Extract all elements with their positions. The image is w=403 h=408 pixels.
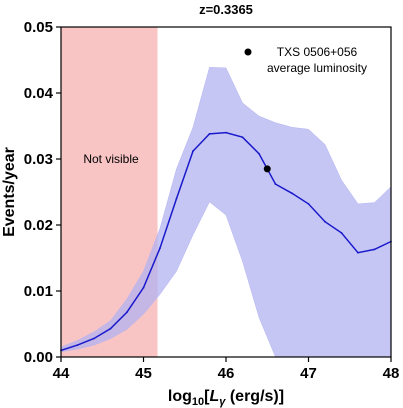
- x-tick-label: 44: [53, 365, 70, 382]
- line-point: [291, 192, 293, 195]
- line-point: [241, 136, 244, 139]
- line-point: [307, 202, 310, 205]
- line-point: [340, 232, 343, 234]
- y-tick-label: 0.01: [24, 283, 53, 300]
- y-axis-label: Events/year: [1, 147, 18, 237]
- line-points: [60, 131, 392, 352]
- line-point: [192, 150, 194, 152]
- legend-label-line2: average luminosity: [267, 61, 367, 75]
- x-axis-label-sub: 10: [192, 396, 204, 408]
- y-tick-label: 0.03: [24, 151, 53, 168]
- plot-area: [60, 27, 392, 358]
- y-tick-label: 0.02: [24, 217, 53, 234]
- x-axis-label: log10[Lγ (erg/s)]: [168, 388, 284, 408]
- x-axis-label-unit: (erg/s)]: [225, 388, 284, 405]
- x-tick-label: 47: [300, 365, 317, 382]
- legend: TXS 0506+056 average luminosity: [244, 45, 367, 75]
- line-point: [142, 286, 145, 289]
- line-point: [373, 248, 376, 251]
- line-point: [126, 311, 128, 314]
- line-point: [175, 197, 178, 200]
- line-point: [93, 337, 95, 340]
- y-tick-label: 0.05: [24, 19, 53, 36]
- txs-average-luminosity-point: [263, 165, 271, 173]
- line-point: [324, 220, 326, 223]
- not-visible-label: Not visible: [83, 152, 139, 166]
- y-axis: 0.00 0.01 0.02 0.03 0.04 0.05: [24, 19, 61, 366]
- line-point: [159, 247, 161, 250]
- y-tick-label: 0.00: [24, 349, 53, 366]
- line-point: [76, 344, 79, 347]
- x-axis: 44 45 46 47 48: [53, 357, 400, 382]
- legend-marker: [244, 48, 252, 56]
- x-axis-label-bracket: [: [204, 388, 210, 405]
- line-point: [258, 152, 260, 155]
- x-axis-label-var-sub: γ: [219, 396, 226, 408]
- line-point: [208, 133, 211, 135]
- x-axis-label-var: L: [210, 388, 220, 405]
- x-tick-label: 48: [383, 365, 400, 382]
- line-point: [109, 327, 112, 330]
- y-tick-label: 0.04: [24, 85, 54, 102]
- x-tick-label: 46: [218, 365, 235, 382]
- line-point: [225, 131, 227, 134]
- line-point: [357, 251, 359, 254]
- x-axis-label-prefix: log: [168, 388, 192, 405]
- x-tick-label: 45: [135, 365, 152, 382]
- line-point: [274, 183, 277, 185]
- chart-title: z=0.3365: [199, 2, 253, 17]
- legend-label-line1: TXS 0506+056: [277, 45, 358, 59]
